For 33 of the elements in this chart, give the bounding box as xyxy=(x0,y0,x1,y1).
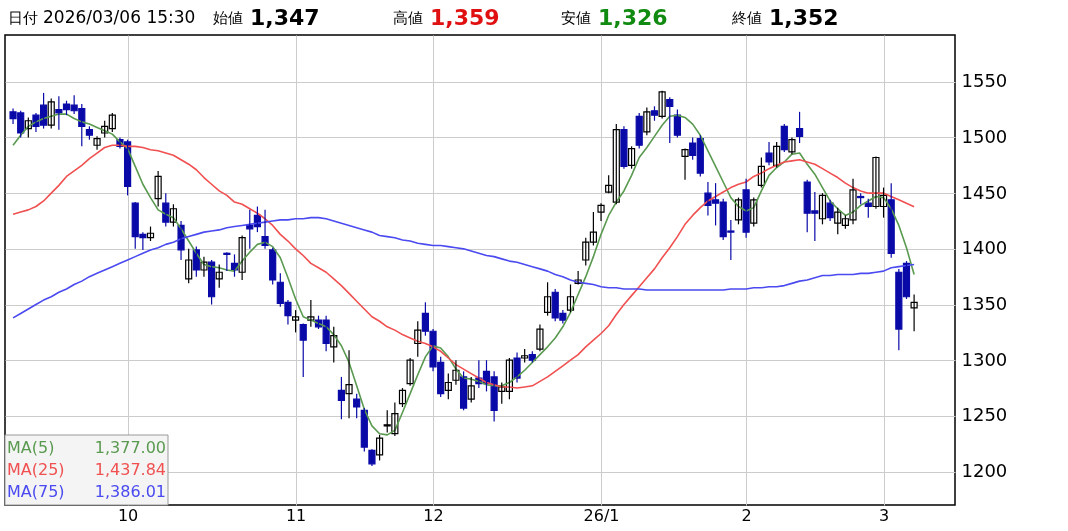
y-tick-label: 1400 xyxy=(961,237,1008,259)
y-tick-label: 1250 xyxy=(961,404,1008,426)
text: MA(5) xyxy=(7,438,55,457)
text: 高値 xyxy=(393,9,423,27)
candlestick xyxy=(765,141,773,166)
text: 終値 xyxy=(731,9,762,27)
x-tick-label: 12 xyxy=(423,505,444,525)
text: MA(25) xyxy=(7,460,65,479)
text: 1,326 xyxy=(598,5,668,30)
y-tick-label: 1550 xyxy=(961,70,1008,92)
text: 始値 xyxy=(213,9,243,27)
line-series xyxy=(12,216,915,319)
y-tick-label: 1350 xyxy=(961,293,1008,315)
text: 2026/03/06 15:30 xyxy=(43,7,196,27)
annotation: 1,386.01 xyxy=(94,482,166,501)
y-tick-label: 1200 xyxy=(961,460,1008,482)
y-tick-label: 1300 xyxy=(961,348,1008,370)
text: 日付 xyxy=(8,9,38,27)
x-tick-label: 11 xyxy=(285,505,307,525)
annotation: 1,377.00 xyxy=(94,438,166,457)
text: 1,352 xyxy=(769,5,839,30)
y-tick-label: 1450 xyxy=(961,181,1008,203)
y-tick-label: 1500 xyxy=(961,125,1008,147)
text: 1,359 xyxy=(430,5,500,30)
text: MA(75) xyxy=(7,482,65,501)
text: 1,347 xyxy=(250,5,320,30)
candlestick xyxy=(291,309,300,333)
x-tick-label: 10 xyxy=(117,505,139,525)
x-tick-label: 2 xyxy=(741,505,752,525)
x-tick-label: 3 xyxy=(878,505,890,525)
annotation: 1,437.84 xyxy=(94,460,166,479)
text: 安値 xyxy=(561,9,591,27)
x-tick-label: 26/1 xyxy=(583,505,620,525)
